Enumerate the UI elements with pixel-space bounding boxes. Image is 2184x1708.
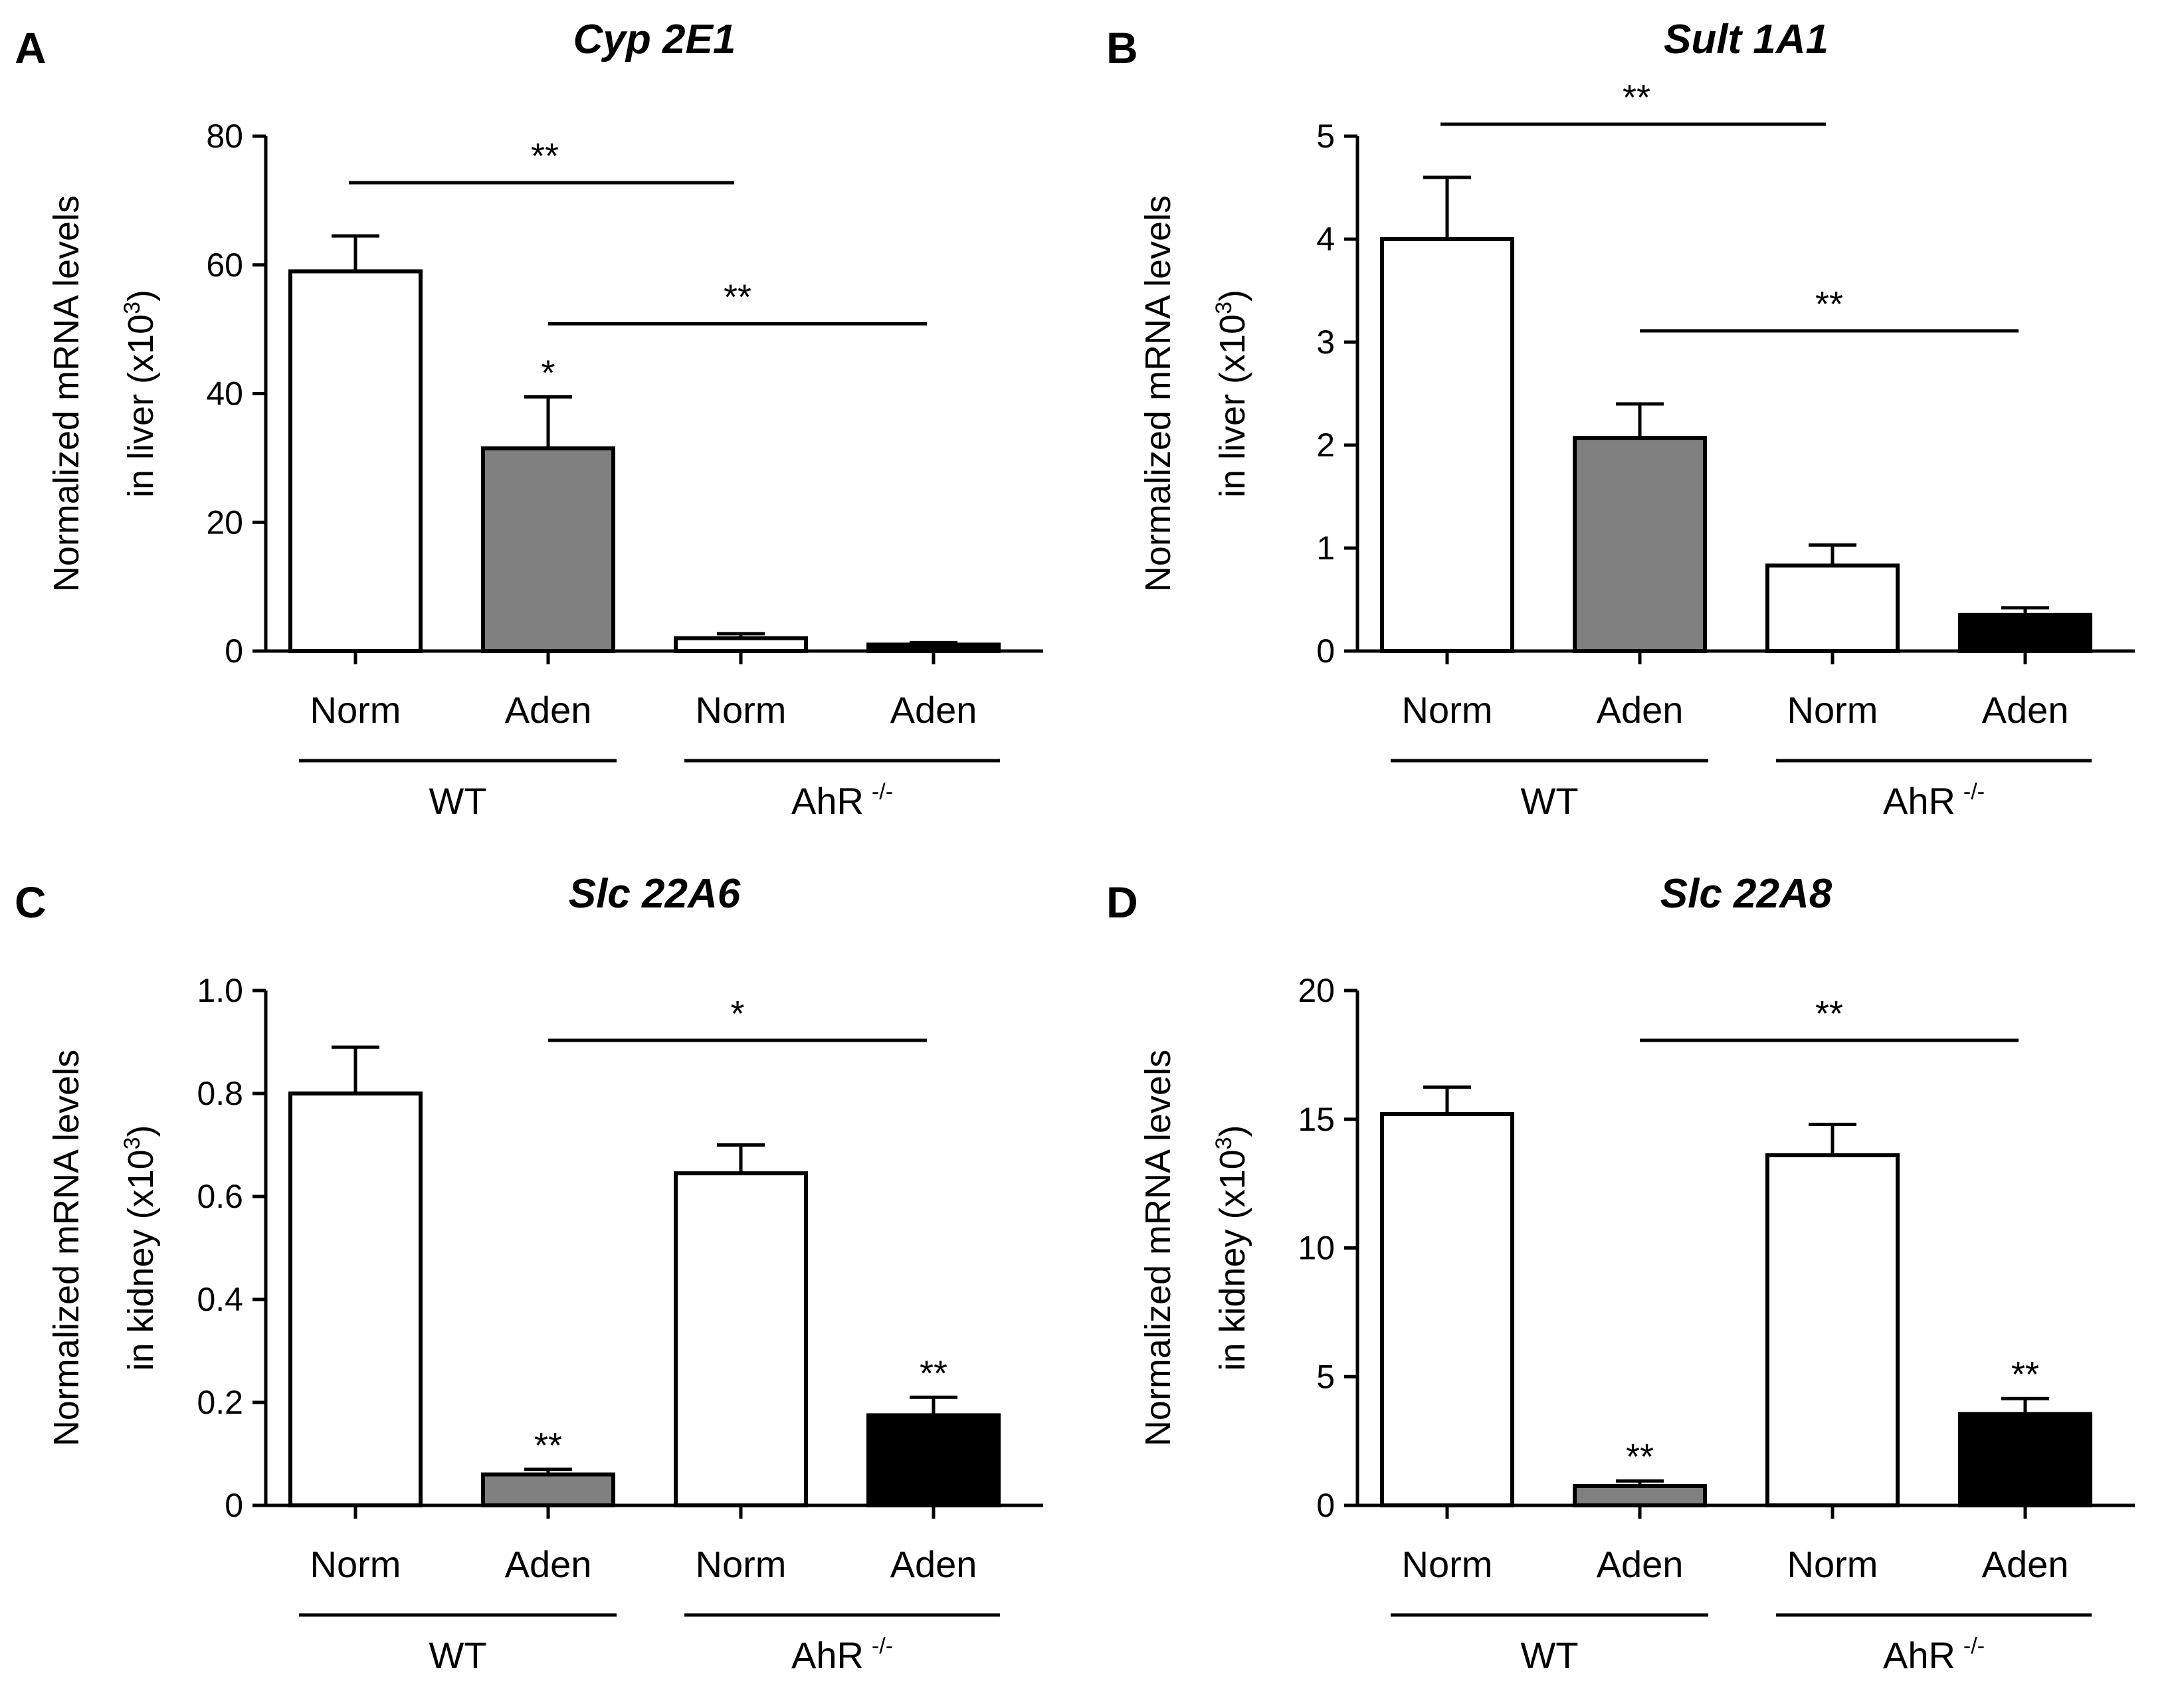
bar — [866, 1413, 1001, 1507]
y-tick-label: 0 — [1316, 1487, 1335, 1524]
bar — [1573, 1483, 1707, 1507]
bracket-significance: ** — [724, 277, 751, 317]
bar — [288, 269, 423, 653]
x-category-label: Norm — [1787, 689, 1878, 731]
x-category-label: Aden — [890, 1543, 977, 1585]
y-tick-label: 0.4 — [197, 1281, 243, 1318]
bar — [1380, 1112, 1514, 1507]
panel-b: B Sult 1A1 Normalized mRNA levels in liver … — [1092, 0, 2183, 854]
bar — [1380, 237, 1514, 653]
x-category-label: Aden — [890, 689, 977, 731]
x-category-label: Aden — [1982, 1543, 2069, 1585]
chart-a: A Cyp 2E1 Normalized mRNA levels in liver (… — [15, 17, 1043, 822]
chart-title: Sult 1A1 — [1664, 17, 1829, 62]
bar — [1765, 563, 1900, 653]
bar-significance: ** — [920, 1353, 947, 1393]
y-axis-label-line2: in kidney (x103) — [120, 1125, 161, 1371]
y-tick-label: 20 — [206, 504, 243, 541]
y-tick-label: 0 — [225, 632, 243, 670]
group-label: AhR -/- — [1883, 779, 1985, 822]
panel-a: A Cyp 2E1 Normalized mRNA levels in liver (… — [0, 0, 1092, 854]
panel-letter: C — [15, 878, 47, 927]
y-axis-label-line1: Normalized mRNA levels — [1138, 1050, 1178, 1446]
bar-significance: ** — [2011, 1355, 2039, 1394]
chart-b: B Sult 1A1 Normalized mRNA levels in liver … — [1106, 17, 2135, 822]
group-label: AhR -/- — [791, 1634, 893, 1676]
y-tick-label: 0 — [225, 1487, 243, 1524]
bar — [1573, 436, 1707, 654]
bar — [481, 1472, 615, 1507]
panel-letter: D — [1106, 878, 1138, 927]
bar-significance: ** — [534, 1426, 562, 1466]
panel-letter: B — [1106, 23, 1138, 72]
bar — [1958, 1412, 2092, 1507]
y-tick-label: 1.0 — [197, 972, 243, 1009]
bar-significance: * — [541, 353, 555, 393]
bar — [1958, 613, 2092, 653]
y-tick-label: 15 — [1298, 1101, 1335, 1138]
y-axis-label-line1: Normalized mRNA levels — [47, 195, 86, 592]
y-tick-label: 0.8 — [197, 1075, 243, 1112]
bracket-significance: * — [730, 994, 744, 1034]
y-axis-label-line1: Normalized mRNA levels — [1138, 195, 1178, 592]
y-axis-label-line1: Normalized mRNA levels — [47, 1050, 86, 1446]
bracket-significance: ** — [1815, 994, 1843, 1034]
y-tick-label: 0.6 — [197, 1178, 243, 1215]
y-tick-label: 5 — [1316, 118, 1335, 155]
y-tick-label: 5 — [1316, 1358, 1335, 1395]
x-category-label: Norm — [696, 1543, 787, 1585]
y-tick-label: 3 — [1316, 324, 1335, 361]
group-label: WT — [429, 1634, 486, 1676]
x-category-label: Norm — [696, 689, 787, 731]
chart-title: Slc 22A8 — [1660, 871, 1833, 917]
group-label: AhR -/- — [791, 779, 893, 822]
bracket-significance: ** — [1623, 78, 1650, 118]
x-category-label: Norm — [1402, 689, 1493, 731]
x-category-label: Norm — [310, 1543, 401, 1585]
y-tick-label: 10 — [1298, 1230, 1335, 1267]
chart-d: D Slc 22A8 Normalized mRNA levels in kidney… — [1106, 871, 2135, 1676]
bracket-significance: ** — [1815, 284, 1843, 324]
y-axis-label-line2: in kidney (x103) — [1211, 1125, 1252, 1371]
y-axis-label-line2: in liver (x103) — [120, 290, 161, 498]
y-tick-label: 0 — [1316, 632, 1335, 670]
x-category-label: Aden — [1597, 1543, 1684, 1585]
x-category-label: Aden — [505, 1543, 592, 1585]
x-category-label: Aden — [1597, 689, 1684, 731]
x-category-label: Aden — [505, 689, 592, 731]
y-tick-label: 60 — [206, 246, 243, 284]
y-tick-label: 4 — [1316, 221, 1335, 258]
panel-letter: A — [15, 23, 47, 72]
bracket-significance: ** — [531, 136, 559, 176]
y-tick-label: 1 — [1316, 529, 1335, 567]
panel-d: D Slc 22A8 Normalized mRNA levels in kidney… — [1092, 854, 2183, 1708]
group-label: WT — [429, 780, 486, 822]
group-label: AhR -/- — [1883, 1634, 1985, 1676]
bar — [674, 636, 808, 653]
y-tick-label: 40 — [206, 375, 243, 413]
y-axis-label-line2: in liver (x103) — [1211, 290, 1252, 498]
x-category-label: Norm — [310, 689, 401, 731]
bar — [1765, 1153, 1900, 1507]
panel-c: C Slc 22A6 Normalized mRNA levels in kidney… — [0, 854, 1092, 1708]
x-category-label: Aden — [1982, 689, 2069, 731]
group-label: WT — [1520, 780, 1578, 822]
x-category-label: Norm — [1402, 1543, 1493, 1585]
y-tick-label: 80 — [206, 118, 243, 155]
chart-title: Slc 22A6 — [569, 871, 741, 917]
bar — [288, 1091, 423, 1507]
bar — [674, 1171, 808, 1507]
y-tick-label: 0.2 — [197, 1384, 243, 1421]
bar — [481, 446, 615, 653]
bar-significance: ** — [1626, 1437, 1654, 1477]
y-tick-label: 20 — [1298, 972, 1335, 1009]
y-tick-label: 2 — [1316, 427, 1335, 464]
x-category-label: Norm — [1787, 1543, 1878, 1585]
group-label: WT — [1520, 1634, 1578, 1676]
chart-title: Cyp 2E1 — [573, 17, 736, 62]
chart-c: C Slc 22A6 Normalized mRNA levels in kidney… — [15, 871, 1043, 1676]
